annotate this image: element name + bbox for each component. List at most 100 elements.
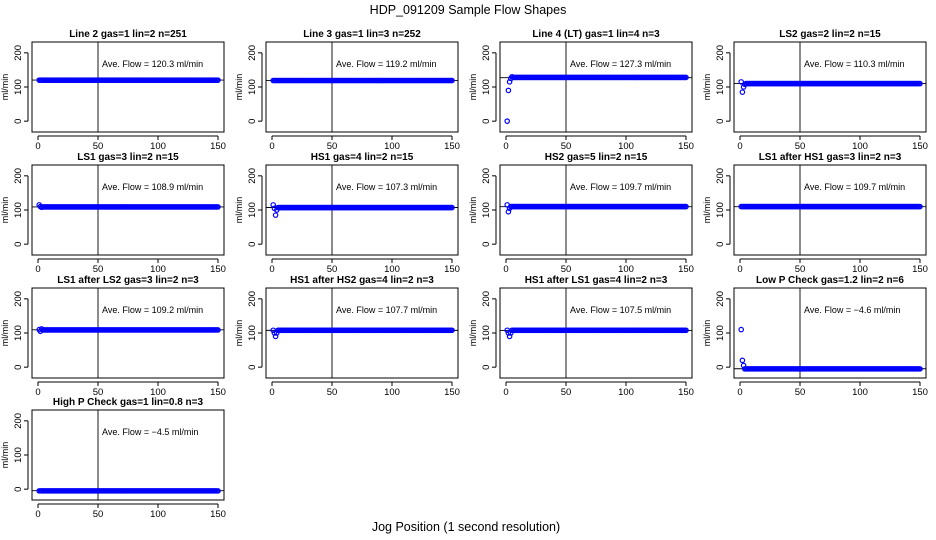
x-axis-label: Jog Position (1 second resolution)	[372, 520, 560, 534]
plot-frame	[733, 164, 927, 256]
y-tick-label: 200	[481, 45, 492, 61]
x-tick-label: 150	[444, 387, 460, 398]
y-tick-label: 0	[481, 119, 492, 124]
y-tick-label: 100	[13, 325, 24, 341]
y-axis-label: ml/min	[234, 74, 244, 101]
x-tick-label: 100	[384, 141, 400, 152]
panel-title: Low P Check gas=1.2 lin=2 n=6	[756, 275, 904, 286]
figure-title: HDP_091209 Sample Flow Shapes	[370, 3, 567, 17]
plot-frame	[31, 41, 225, 133]
x-tick-label: 150	[210, 141, 226, 152]
plot-frame	[265, 164, 459, 256]
data-series	[504, 73, 689, 124]
y-axis-label: ml/min	[0, 442, 10, 469]
x-tick-label: 150	[678, 264, 694, 275]
panel-title: LS1 after HS1 gas=3 lin=2 n=3	[759, 152, 902, 163]
x-tick-label: 100	[852, 387, 868, 398]
average-flow-label: Ave. Flow = 109.7 ml/min	[804, 182, 905, 192]
x-tick-label: 150	[678, 387, 694, 398]
panel-title: HS2 gas=5 lin=2 n=15	[545, 152, 648, 163]
y-tick-label: 200	[13, 291, 24, 307]
y-tick-label: 0	[13, 119, 24, 124]
data-point	[505, 87, 512, 94]
data-point	[215, 204, 221, 210]
y-tick-label: 200	[715, 291, 726, 307]
panel-title: High P Check gas=1 lin=0.8 n=3	[53, 397, 204, 408]
y-tick-label: 100	[715, 79, 726, 95]
data-series	[738, 203, 923, 210]
average-flow-label: Ave. Flow = −4.5 ml/min	[102, 427, 198, 437]
data-point	[683, 74, 689, 81]
data-point	[215, 77, 221, 83]
data-series	[36, 202, 221, 211]
data-series	[738, 326, 923, 372]
x-tick-label: 0	[737, 264, 742, 275]
x-tick-label: 150	[210, 387, 226, 398]
y-tick-label: 0	[715, 365, 726, 370]
y-tick-label: 200	[481, 168, 492, 184]
x-tick-label: 100	[384, 264, 400, 275]
y-tick-label: 100	[247, 202, 258, 218]
x-tick-label: 150	[444, 264, 460, 275]
x-tick-label: 100	[618, 264, 634, 275]
x-tick-label: 50	[795, 387, 806, 398]
y-tick-label: 0	[247, 365, 258, 370]
panel: LS2 gas=2 lin=2 n=15 0 50 100 150 0 100 200 ml/m…	[702, 29, 928, 152]
data-point	[739, 357, 746, 364]
x-tick-label: 150	[444, 141, 460, 152]
y-tick-label: 100	[13, 79, 24, 95]
plot-frame	[733, 287, 927, 379]
x-tick-label: 0	[737, 387, 742, 398]
x-tick-label: 100	[150, 509, 166, 520]
y-tick-label: 0	[247, 119, 258, 124]
average-flow-label: Ave. Flow = −4.6 ml/min	[804, 305, 900, 315]
x-tick-label: 50	[561, 141, 572, 152]
y-tick-label: 0	[481, 242, 492, 247]
data-point	[215, 327, 221, 333]
average-flow-label: Ave. Flow = 120.3 ml/min	[102, 59, 203, 69]
y-tick-label: 0	[13, 365, 24, 370]
y-tick-label: 100	[247, 325, 258, 341]
y-tick-label: 0	[715, 119, 726, 124]
panels-group: Line 2 gas=1 lin=2 n=251 0 50 100 150 0 100 200…	[0, 29, 928, 520]
x-tick-label: 50	[327, 141, 338, 152]
x-tick-label: 50	[93, 264, 104, 275]
y-tick-label: 100	[481, 325, 492, 341]
x-tick-label: 50	[795, 141, 806, 152]
x-tick-label: 50	[795, 264, 806, 275]
data-series	[504, 202, 689, 215]
plot-frame	[31, 164, 225, 256]
panel: LS1 after HS1 gas=3 lin=2 n=3 0 50 100 150 0 1…	[702, 152, 928, 275]
plot-frame	[265, 287, 459, 379]
y-axis-label: ml/min	[702, 320, 712, 347]
panel-title: HS1 gas=4 lin=2 n=15	[311, 152, 414, 163]
x-tick-label: 100	[852, 141, 868, 152]
x-tick-label: 0	[269, 141, 274, 152]
x-tick-label: 0	[35, 264, 40, 275]
data-point	[449, 204, 455, 211]
panel: Line 3 gas=1 lin=3 n=252 0 50 100 150 0 100 200…	[234, 29, 460, 152]
panel-title: HS1 after LS1 gas=4 lin=2 n=3	[525, 275, 668, 286]
y-tick-label: 100	[13, 447, 24, 463]
x-tick-label: 150	[678, 141, 694, 152]
plot-frame	[499, 41, 693, 133]
plot-frame	[31, 287, 225, 379]
average-flow-label: Ave. Flow = 107.5 ml/min	[570, 305, 671, 315]
y-tick-label: 200	[13, 45, 24, 61]
average-flow-label: Ave. Flow = 107.7 ml/min	[336, 305, 437, 315]
data-point	[917, 203, 923, 210]
x-tick-label: 0	[35, 387, 40, 398]
x-tick-label: 150	[912, 387, 928, 398]
data-point	[504, 118, 511, 124]
y-tick-label: 0	[13, 242, 24, 247]
average-flow-label: Ave. Flow = 110.3 ml/min	[804, 59, 904, 69]
x-tick-label: 0	[503, 141, 508, 152]
y-tick-label: 0	[481, 365, 492, 370]
plot-frame	[265, 41, 459, 133]
y-tick-label: 200	[247, 168, 258, 184]
panel: Line 2 gas=1 lin=2 n=251 0 50 100 150 0 100 200…	[0, 29, 226, 152]
panel: HS1 gas=4 lin=2 n=15 0 50 100 150 0 100 200 ml/m…	[234, 152, 460, 275]
average-flow-label: Ave. Flow = 109.2 ml/min	[102, 305, 203, 315]
panel: LS1 after LS2 gas=3 lin=2 n=3 0 50 100 150 0 1…	[0, 275, 226, 398]
